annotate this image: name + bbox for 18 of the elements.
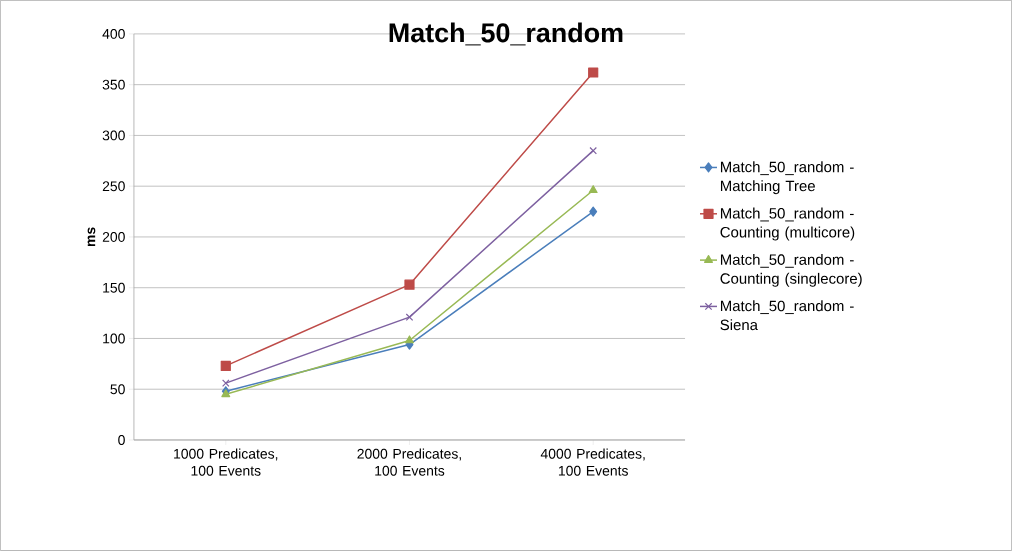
legend-label: Match_50_random - Siena [720,300,854,331]
x-tick-label: 1000 Predicates, 100 Events [174,448,278,476]
legend-label: Match_50_random - Matching Tree [720,161,854,195]
y-tick-label: 50 [110,384,125,395]
y-axis-title: ms [87,227,96,247]
legend-label: Match_50_random - Counting (multicore) [720,207,855,241]
x-tick-label: 2000 Predicates, 100 Events [357,448,461,476]
y-tick-label: 0 [118,435,125,445]
chart-title: Match_50_random [389,22,623,46]
x-tick-label: 4000 Predicates, 100 Events [540,448,645,476]
y-tick-label: 300 [102,130,125,141]
y-tick-label: 150 [103,282,125,293]
y-tick-label: 400 [102,29,125,39]
y-tick-label: 200 [102,232,125,242]
y-tick-label: 350 [102,79,125,90]
y-tick-label: 100 [103,333,125,344]
y-tick-label: 250 [102,181,125,192]
legend-label: Match_50_random - Counting (singlecore) [720,253,862,287]
